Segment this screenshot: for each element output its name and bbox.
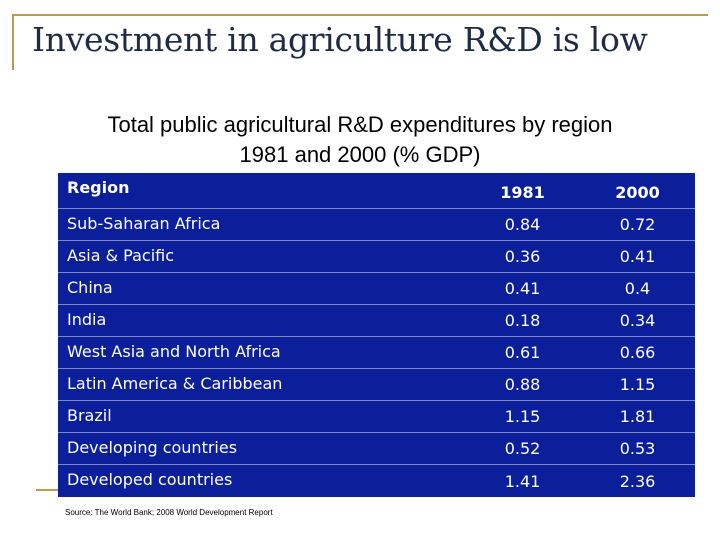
region-cell: China bbox=[58, 272, 465, 305]
value-2000-cell: 0.41 bbox=[580, 240, 695, 273]
table-row: West Asia and North Africa 0.61 0.66 bbox=[58, 336, 695, 370]
value-1981-cell: 0.61 bbox=[465, 336, 580, 370]
slide-title: Investment in agriculture R&D is low bbox=[32, 20, 648, 59]
value-2000-cell: 2.36 bbox=[619, 472, 656, 491]
table-row: Asia & Pacific 0.36 0.41 bbox=[58, 240, 695, 273]
value-1981-cell: 0.41 bbox=[465, 272, 580, 305]
decorative-horizontal-rule bbox=[12, 14, 708, 16]
caption-line-1: Total public agricultural R&D expenditur… bbox=[107, 112, 613, 137]
region-cell: Developing countries bbox=[58, 432, 465, 466]
value-1981-cell: 0.36 bbox=[465, 240, 580, 273]
table-row: Developed countries 1.41 2.36 bbox=[58, 465, 695, 497]
region-cell: Asia & Pacific bbox=[58, 240, 465, 273]
header-2000: 2000 bbox=[580, 173, 695, 209]
value-2000-cell: 0.4 bbox=[580, 272, 695, 305]
decorative-footer-rule bbox=[36, 489, 76, 491]
region-cell: Sub-Saharan Africa bbox=[58, 208, 465, 241]
table-row: India 0.18 0.34 bbox=[58, 304, 695, 337]
header-1981: 1981 bbox=[465, 173, 580, 209]
value-2000-cell: 0.66 bbox=[580, 336, 695, 370]
rd-expenditure-table: Region 1981 2000 Sub-Saharan Africa 0.84… bbox=[58, 173, 695, 497]
table-row: Latin America & Caribbean 0.88 1.15 bbox=[58, 368, 695, 402]
region-cell: Brazil bbox=[58, 400, 465, 434]
value-1981-cell: 0.18 bbox=[465, 304, 580, 337]
table-header-row: Region 1981 2000 bbox=[58, 173, 695, 209]
caption-line-2: 1981 and 2000 (% GDP) bbox=[239, 142, 481, 167]
table-row: China 0.41 0.4 bbox=[58, 272, 695, 305]
value-2000-cell: 0.34 bbox=[580, 304, 695, 337]
region-cell: Developed countries bbox=[67, 470, 233, 490]
value-1981-cell: 1.15 bbox=[465, 400, 580, 434]
value-2000-cell: 1.15 bbox=[580, 368, 695, 402]
table-row: Developing countries 0.52 0.53 bbox=[58, 432, 695, 466]
value-2000-cell: 0.72 bbox=[580, 208, 695, 241]
source-note: Source: The World Bank; 2008 World Devel… bbox=[65, 508, 273, 517]
value-2000-cell: 1.81 bbox=[580, 400, 695, 434]
value-1981-cell: 1.41 bbox=[504, 472, 541, 491]
table-row: Sub-Saharan Africa 0.84 0.72 bbox=[58, 208, 695, 241]
value-1981-cell: 0.88 bbox=[465, 368, 580, 402]
header-region: Region bbox=[58, 173, 465, 209]
region-cell: India bbox=[58, 304, 465, 337]
region-cell: Latin America & Caribbean bbox=[58, 368, 465, 402]
value-1981-cell: 0.84 bbox=[465, 208, 580, 241]
value-1981-cell: 0.52 bbox=[465, 432, 580, 466]
table-row: Brazil 1.15 1.81 bbox=[58, 400, 695, 434]
table-caption: Total public agricultural R&D expenditur… bbox=[20, 110, 700, 170]
region-cell: West Asia and North Africa bbox=[58, 336, 465, 370]
value-2000-cell: 0.53 bbox=[580, 432, 695, 466]
decorative-vertical-rule bbox=[12, 14, 14, 70]
